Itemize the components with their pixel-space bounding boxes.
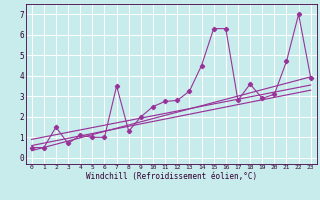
X-axis label: Windchill (Refroidissement éolien,°C): Windchill (Refroidissement éolien,°C) [86,172,257,181]
